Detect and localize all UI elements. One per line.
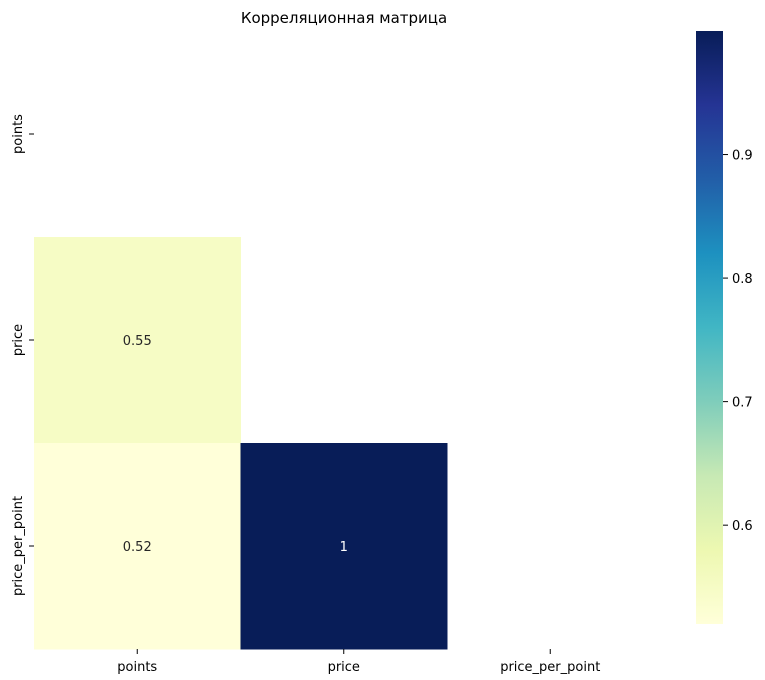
colorbar: 0.6 0.7 0.8 0.9: [696, 31, 753, 624]
y-axis: points price price_per_point: [11, 114, 34, 596]
x-tick-label-price: price: [328, 660, 360, 675]
heatmap-cell-price-per-point-points: [34, 443, 241, 650]
y-tick-label-price: price: [11, 324, 26, 356]
cell-label-price-per-point-price: 1: [340, 540, 348, 555]
heatmap-cell-price-per-point-price: [240, 443, 448, 650]
x-axis: points price price_per_point: [117, 649, 600, 675]
colorbar-tick-label-0: 0.6: [732, 519, 753, 534]
colorbar-tick-label-3: 0.9: [732, 149, 753, 164]
x-tick-label-price-per-point: price_per_point: [500, 660, 600, 675]
colorbar-tick-label-1: 0.7: [732, 396, 753, 411]
colorbar-tick-label-2: 0.8: [732, 272, 753, 287]
heatmap-cells: 0.55 0.52 1: [34, 237, 448, 650]
cell-label-price-points: 0.55: [123, 334, 152, 349]
y-tick-label-price-per-point: price_per_point: [11, 496, 26, 596]
cell-label-price-per-point-points: 0.52: [123, 540, 152, 555]
y-tick-label-points: points: [11, 114, 26, 154]
colorbar-gradient: [696, 31, 723, 624]
x-tick-label-points: points: [117, 660, 157, 675]
heatmap-cell-price-points: [34, 237, 241, 444]
chart-title: Корреляционная матрица: [241, 9, 447, 27]
